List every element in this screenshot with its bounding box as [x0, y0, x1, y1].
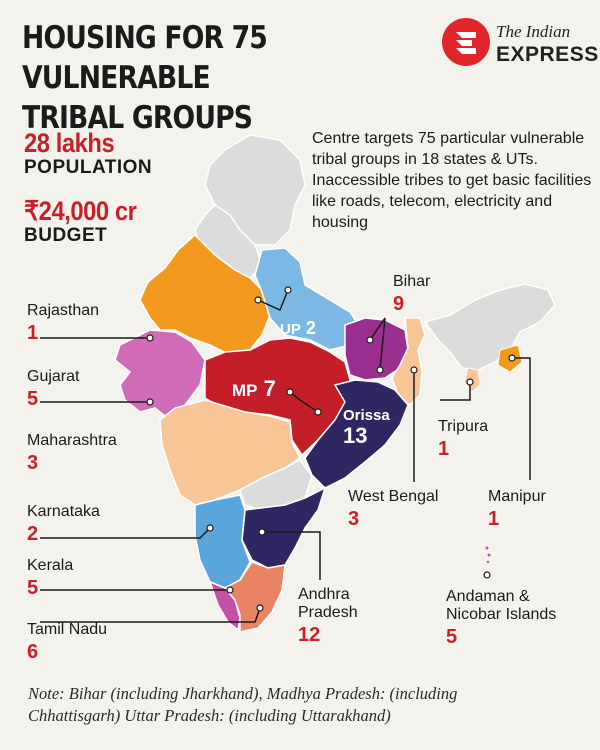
- map-region-northeast: [423, 283, 556, 371]
- label-manipur: Manipur 1: [488, 488, 546, 531]
- population-value: 28 lakhs: [24, 128, 115, 158]
- map-region-telangana: [239, 459, 313, 511]
- budget-value: ₹24,000 cr: [24, 196, 137, 226]
- label-bihar-name: Bihar: [393, 273, 431, 290]
- label-mp: MP 7: [232, 376, 276, 402]
- title-line-1: HOUSING FOR 75 VULNERABLE: [22, 20, 268, 96]
- label-andhra: Andhra Pradesh 12: [298, 586, 358, 647]
- population-label: POPULATION: [24, 157, 153, 178]
- label-orissa: Orissa 13: [343, 406, 390, 448]
- map-region-tamil-nadu: [223, 561, 286, 633]
- budget-label: BUDGET: [24, 225, 108, 246]
- label-karnataka-value: 2: [27, 523, 39, 545]
- label-kerala-name: Kerala: [27, 557, 74, 574]
- indian-express-logo: The Indian EXPRESS: [440, 16, 598, 72]
- page-title: HOUSING FOR 75 VULNERABLE TRIBAL GROUPS: [22, 18, 383, 138]
- footnote-line-1: Note: Bihar (including Jharkhand), Madhy…: [28, 684, 458, 703]
- label-tripura-value: 1: [438, 438, 450, 460]
- label-orissa-name: Orissa: [343, 407, 390, 424]
- map-region-orissa: [304, 379, 409, 489]
- leader-karnataka: [40, 527, 211, 539]
- label-kerala-value: 5: [27, 577, 39, 599]
- leader-manipur: [512, 357, 531, 480]
- leader-tripura: [440, 382, 471, 401]
- label-andaman-value: 5: [446, 626, 458, 648]
- title-line-2: TRIBAL GROUPS: [22, 100, 253, 136]
- label-west-bengal: West Bengal 3: [348, 488, 438, 531]
- budget-stat: ₹24,000 cr BUDGET: [24, 196, 152, 247]
- label-andhra-value: 12: [298, 624, 321, 646]
- label-tripura: Tripura 1: [438, 418, 488, 461]
- label-bihar-value: 9: [393, 293, 405, 315]
- label-andaman-name-1: Andaman &: [446, 588, 530, 605]
- label-andaman: Andaman & Nicobar Islands 5: [446, 588, 556, 649]
- label-west-bengal-value: 3: [348, 508, 360, 530]
- label-tamil-nadu: Tamil Nadu 6: [27, 621, 107, 664]
- label-rajasthan-value: 1: [27, 322, 39, 344]
- label-orissa-value: 13: [343, 423, 368, 448]
- map-region-karnataka: [194, 494, 251, 589]
- leader-bihar: [369, 317, 386, 371]
- label-maharashtra-name: Maharashtra: [27, 432, 117, 449]
- description-text: Centre targets 75 particular vulnerable …: [312, 130, 592, 231]
- label-karnataka: Karnataka 2: [27, 503, 100, 546]
- label-up: UP 2: [280, 318, 316, 339]
- label-gujarat-value: 5: [27, 388, 39, 410]
- leader-andhra: [262, 531, 321, 580]
- label-gujarat-name: Gujarat: [27, 368, 80, 385]
- label-tamil-nadu-value: 6: [27, 641, 39, 663]
- label-maharashtra: Maharashtra 3: [27, 432, 117, 475]
- label-kerala: Kerala 5: [27, 557, 73, 600]
- label-rajasthan-name: Rajasthan: [27, 302, 100, 319]
- label-tripura-name: Tripura: [438, 418, 489, 435]
- label-gujarat: Gujarat 5: [27, 368, 79, 411]
- label-west-bengal-name: West Bengal: [348, 488, 439, 505]
- logo-text-line-1: The Indian: [496, 22, 571, 41]
- map-region-rajasthan: [139, 233, 271, 356]
- footnote-line-2: Chhattisgarh) Uttar Pradesh: (including …: [28, 706, 391, 725]
- population-stat: 28 lakhs POPULATION: [24, 128, 152, 179]
- label-manipur-name: Manipur: [488, 488, 546, 505]
- leader-up: [257, 289, 289, 312]
- label-karnataka-name: Karnataka: [27, 503, 100, 520]
- map-region-north: [204, 134, 306, 246]
- label-andhra-name-2: Pradesh: [298, 604, 358, 621]
- label-bihar: Bihar 9: [393, 273, 430, 316]
- leader-mp: [289, 391, 319, 413]
- leader-tamil-nadu: [40, 607, 261, 623]
- map-region-west-bengal: [391, 317, 426, 407]
- leader-dots: [146, 286, 516, 612]
- label-up-name: UP: [280, 321, 301, 338]
- footnote: Note: Bihar (including Jharkhand), Madhy…: [28, 683, 588, 727]
- label-tamil-nadu-name: Tamil Nadu: [27, 621, 108, 638]
- leader-lines: [40, 289, 531, 623]
- label-maharashtra-value: 3: [27, 452, 39, 474]
- logo-text-line-2: EXPRESS: [496, 43, 599, 66]
- label-rajasthan: Rajasthan 1: [27, 302, 99, 345]
- label-mp-value: 7: [263, 376, 276, 401]
- map-andaman-islands: [485, 546, 491, 564]
- label-mp-name: MP: [232, 381, 258, 400]
- map-region-andhra: [241, 486, 327, 569]
- label-andhra-name-1: Andhra: [298, 586, 350, 603]
- label-manipur-value: 1: [488, 508, 500, 530]
- label-up-value: 2: [305, 318, 316, 338]
- logo-emblem-icon: [442, 18, 490, 66]
- label-andaman-name-2: Nicobar Islands: [446, 606, 557, 623]
